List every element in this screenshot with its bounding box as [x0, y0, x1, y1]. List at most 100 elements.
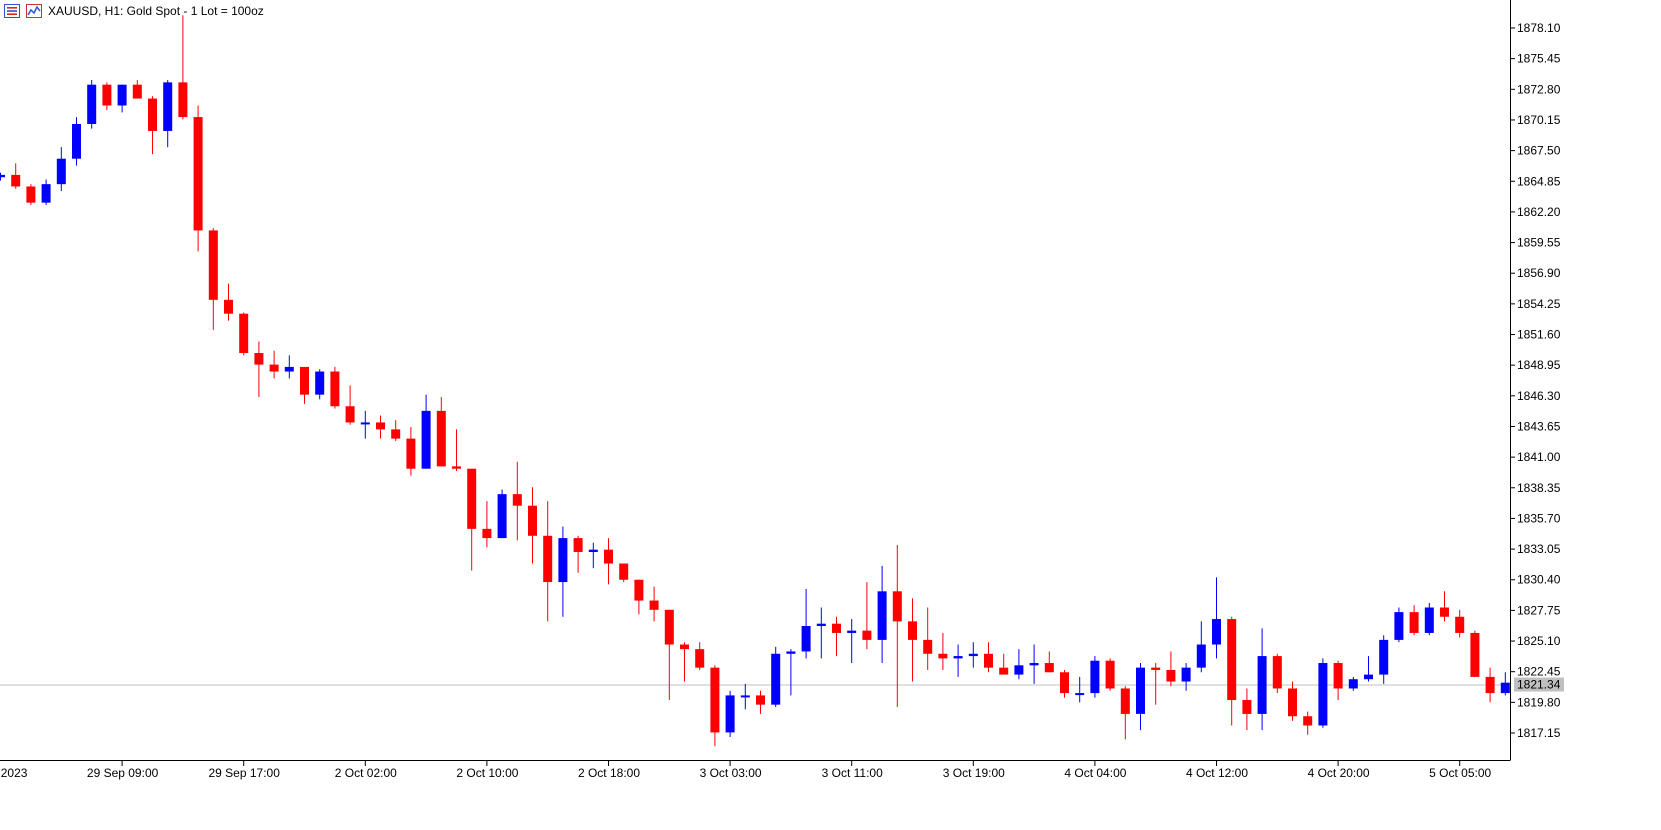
candle[interactable]: [1196, 621, 1206, 673]
candle[interactable]: [1485, 667, 1495, 703]
candle[interactable]: [1272, 653, 1282, 694]
candle[interactable]: [56, 147, 66, 192]
candle[interactable]: [1318, 658, 1328, 728]
candle[interactable]: [72, 117, 81, 166]
chart-icon[interactable]: [26, 4, 42, 18]
candle[interactable]: [528, 487, 537, 564]
candle[interactable]: [102, 82, 112, 111]
candle[interactable]: [984, 642, 993, 673]
candle[interactable]: [1440, 591, 1449, 622]
candle[interactable]: [1288, 681, 1297, 721]
list-icon[interactable]: [4, 4, 20, 18]
candle[interactable]: [649, 586, 659, 622]
candle[interactable]: [1136, 663, 1145, 731]
candle[interactable]: [360, 410, 370, 439]
candle[interactable]: [208, 228, 218, 330]
candle[interactable]: [756, 690, 765, 714]
candle[interactable]: [816, 607, 826, 659]
candle[interactable]: [1181, 663, 1191, 691]
candle[interactable]: [1166, 651, 1176, 687]
candle[interactable]: [1470, 630, 1480, 677]
candle[interactable]: [847, 619, 857, 664]
candle[interactable]: [163, 80, 173, 148]
candle[interactable]: [178, 15, 188, 120]
candle[interactable]: [664, 609, 674, 701]
candle[interactable]: [41, 179, 51, 205]
candle[interactable]: [695, 642, 705, 670]
candle[interactable]: [1379, 635, 1389, 684]
candle[interactable]: [725, 690, 735, 738]
candle[interactable]: [999, 653, 1009, 675]
candle[interactable]: [1105, 658, 1115, 691]
candle[interactable]: [892, 545, 902, 707]
candle[interactable]: [604, 538, 613, 585]
candle[interactable]: [330, 366, 340, 409]
candle[interactable]: [801, 588, 811, 659]
candle[interactable]: [1120, 686, 1130, 740]
candle[interactable]: [421, 394, 431, 469]
candle[interactable]: [968, 642, 978, 668]
candle[interactable]: [786, 649, 796, 696]
candle[interactable]: [573, 535, 583, 573]
candle[interactable]: [391, 420, 401, 441]
candle[interactable]: [634, 579, 644, 615]
candle[interactable]: [1151, 663, 1161, 705]
candle[interactable]: [923, 607, 933, 670]
candle[interactable]: [908, 598, 917, 682]
candles[interactable]: [0, 15, 1510, 747]
candle[interactable]: [862, 582, 872, 650]
candle[interactable]: [710, 665, 720, 747]
candle[interactable]: [497, 489, 507, 539]
candle[interactable]: [1060, 669, 1069, 698]
candle[interactable]: [771, 646, 781, 707]
candle[interactable]: [482, 501, 492, 548]
candle[interactable]: [832, 616, 841, 657]
candle[interactable]: [406, 427, 416, 476]
candle[interactable]: [300, 366, 309, 404]
candle[interactable]: [148, 96, 157, 155]
candle[interactable]: [512, 461, 522, 541]
candle[interactable]: [284, 355, 294, 379]
candle[interactable]: [1257, 628, 1267, 731]
candle[interactable]: [254, 341, 264, 397]
candle[interactable]: [345, 385, 355, 425]
candle[interactable]: [193, 105, 203, 252]
candle[interactable]: [1014, 649, 1024, 680]
candle[interactable]: [558, 526, 568, 617]
candle[interactable]: [117, 84, 127, 113]
candle[interactable]: [269, 350, 279, 379]
candle[interactable]: [953, 644, 963, 677]
candle[interactable]: [1500, 672, 1510, 696]
candle[interactable]: [467, 468, 477, 571]
candle[interactable]: [1029, 644, 1039, 684]
candle[interactable]: [87, 80, 97, 129]
candle[interactable]: [740, 683, 750, 710]
candle[interactable]: [680, 642, 689, 682]
candle[interactable]: [0, 172, 5, 181]
candle[interactable]: [1409, 605, 1419, 636]
candle[interactable]: [877, 565, 887, 664]
candle[interactable]: [1075, 676, 1085, 703]
candle[interactable]: [11, 163, 21, 189]
candle[interactable]: [315, 369, 325, 400]
candle[interactable]: [1212, 577, 1221, 659]
candle[interactable]: [1227, 616, 1237, 726]
candle[interactable]: [1044, 651, 1054, 673]
candle[interactable]: [543, 501, 553, 622]
candle[interactable]: [436, 396, 446, 467]
candle[interactable]: [938, 632, 948, 670]
candle[interactable]: [1455, 609, 1465, 638]
candle[interactable]: [619, 563, 629, 583]
candle[interactable]: [452, 429, 461, 472]
candle[interactable]: [26, 184, 36, 205]
candle[interactable]: [1303, 711, 1313, 735]
candle[interactable]: [132, 80, 142, 99]
candle[interactable]: [1333, 660, 1343, 701]
candle[interactable]: [1364, 656, 1373, 682]
candle[interactable]: [588, 542, 598, 569]
candle[interactable]: [1424, 602, 1434, 636]
candle[interactable]: [1242, 688, 1252, 731]
candle[interactable]: [1348, 676, 1358, 691]
candle[interactable]: [1394, 607, 1404, 643]
